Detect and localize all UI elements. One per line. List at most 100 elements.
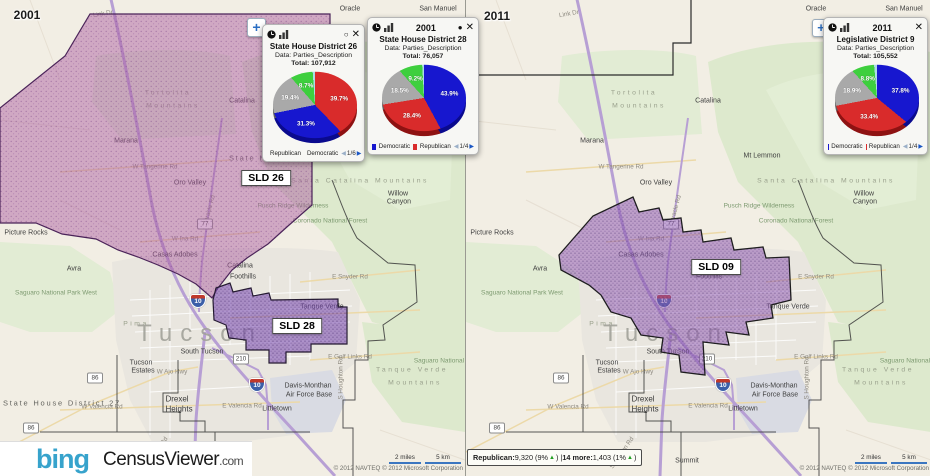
pager-prev-icon[interactable]: ◀ (453, 144, 459, 150)
route-shield-86: 86 (23, 422, 39, 434)
district-label[interactable]: SLD 28 (272, 318, 322, 334)
pager-next-icon[interactable]: ▶ (918, 144, 923, 150)
bing-logo[interactable]: bing (36, 444, 90, 474)
popup-year-label: 2011 (872, 22, 893, 33)
district-label[interactable]: SLD 26 (241, 170, 291, 186)
district-label[interactable]: SLD 09 (691, 259, 741, 275)
pie-legend: Republican Democratic ◀ 1/6 ▶ (267, 148, 361, 159)
route-shield-86: 86 (553, 372, 569, 384)
censusviewer-logo[interactable]: CensusViewer.com (102, 448, 244, 471)
pie-chart: 43.9% 28.4% 18.5% 9.2% (372, 62, 474, 140)
route-shield-86: 86 (489, 422, 505, 434)
bar-chart-icon[interactable] (279, 30, 289, 39)
pager-prev-icon[interactable]: ◀ (902, 144, 908, 150)
status-text: 1,403 (1% (592, 453, 627, 462)
popup-title: State House District 28 (379, 35, 467, 44)
map-copyright: © 2012 NAVTEQ © 2012 Microsoft Corporati… (799, 465, 929, 472)
status-box: Republican: 9,320 (9% ▲ ) | 14 more: 1,40… (467, 449, 643, 466)
legend-swatch (372, 143, 376, 150)
popup-header: ○ ✕ (267, 28, 360, 41)
pie-top (834, 65, 919, 131)
status-text: 9,320 (9% (514, 453, 549, 462)
map-overlays-2011: SLD 09 2 miles 5 km © 2012 NAVTEQ © 2012 Mi… (466, 0, 930, 476)
censusviewer-logo-text: CensusViewer (102, 448, 220, 470)
bar-chart-icon[interactable] (840, 23, 850, 32)
district-ld09[interactable] (558, 196, 792, 376)
pie-top (272, 72, 357, 138)
attribution-bar: bing CensusViewer.com (0, 441, 252, 476)
district-popup-2: 2001 ● ✕ State House District 28 Data: Parti… (367, 17, 479, 155)
popup-subtitle: Data: Parties_Description (274, 52, 353, 59)
interstate-shield-10: 10 (715, 378, 731, 392)
legend-label: Democratic (306, 150, 339, 157)
pie-slice-label: 18.9% (843, 87, 862, 95)
clock-icon[interactable] (372, 23, 381, 32)
pager-next-icon[interactable]: ▶ (356, 151, 362, 157)
scale-line (891, 462, 927, 464)
map-copyright: © 2012 NAVTEQ © 2012 Microsoft Corporati… (333, 465, 463, 472)
pager-prev-icon[interactable]: ◀ (341, 151, 346, 157)
pie-slice-label: 33.4% (860, 113, 879, 121)
scale-bar: 2 miles 5 km (855, 454, 927, 464)
popup-year-label: 2001 (415, 22, 436, 33)
up-arrow-icon: ▲ (627, 454, 633, 461)
pie-slice-label: 37.8% (891, 87, 910, 95)
scale-line (425, 462, 461, 464)
popup-header: 2001 ● ✕ (372, 21, 474, 34)
legend-swatch (413, 143, 417, 150)
pie-top (382, 65, 466, 131)
pager-next-icon[interactable]: ▶ (469, 144, 474, 150)
bar-chart-icon[interactable] (384, 23, 394, 32)
legend-label: Democratic (378, 143, 411, 150)
district-shd26[interactable] (0, 13, 331, 299)
interstate-shield-10: 10 (249, 378, 265, 392)
pie-slice-label: 9.2% (408, 75, 423, 83)
status-text: 14 more: (562, 453, 593, 462)
scale-segment: 2 miles (389, 454, 421, 464)
scale-label: 5 km (436, 454, 450, 461)
clock-icon[interactable] (828, 23, 837, 32)
pie-chart: 37.8% 33.4% 18.9% 8.8% (828, 62, 923, 140)
route-shield-86: 86 (87, 372, 103, 384)
popup-subtitle: Data: Parties_Description (836, 45, 915, 52)
legend-pager: ◀ 1/4 ▶ (903, 143, 923, 150)
pin-empty-icon[interactable]: ○ (343, 29, 349, 39)
legend-label: Republican (868, 143, 900, 150)
pie-slice-label: 18.5% (390, 87, 409, 95)
status-text: ) | (555, 453, 563, 462)
scale-line (389, 462, 421, 464)
pie-slice-label: 31.3% (296, 120, 315, 128)
scale-segment: 5 km (425, 454, 461, 464)
clock-icon[interactable] (267, 30, 276, 39)
pie-slice-label: 8.7% (298, 82, 314, 90)
scale-segment: 5 km (891, 454, 927, 464)
scale-segment: 2 miles (855, 454, 887, 464)
district-boundary-line (468, 0, 692, 76)
pager-page: 1/4 (459, 143, 469, 150)
popup-total: Total: 105,552 (853, 53, 898, 60)
popup-header: 2011 ✕ (828, 21, 923, 34)
pie-slice-label: 43.9% (440, 90, 459, 98)
pie-legend: Democratic Republican ◀ 1/4 ▶ (828, 141, 923, 152)
legend-label: Republican (270, 150, 301, 157)
popup-total: Total: 76,057 (402, 53, 444, 60)
scale-label: 2 miles (395, 454, 415, 461)
pager-page: 1/6 (346, 150, 356, 157)
status-text: ) (633, 453, 637, 462)
pie-legend: Democratic Republican ◀ 1/4 ▶ (372, 141, 474, 152)
close-icon[interactable]: ✕ (351, 28, 360, 40)
pin-filled-icon[interactable]: ● (457, 22, 463, 32)
popup-title: Legislative District 9 (836, 35, 915, 44)
popup-title: State House District 26 (269, 42, 358, 51)
pie-slice-label: 8.8% (860, 75, 875, 83)
scale-label: 2 miles (861, 454, 881, 461)
legend-pager: ◀ 1/6 ▶ (341, 150, 361, 157)
pie-chart: 39.7% 31.3% 19.4% 8.7% (267, 69, 360, 147)
route-shield-210: 210 (233, 353, 249, 365)
close-icon[interactable]: ✕ (465, 21, 474, 33)
close-icon[interactable]: ✕ (914, 21, 923, 33)
legend-label: Democratic (831, 143, 863, 150)
status-text: Republican: (473, 453, 515, 462)
censusviewer-com-text: .com (219, 453, 244, 468)
